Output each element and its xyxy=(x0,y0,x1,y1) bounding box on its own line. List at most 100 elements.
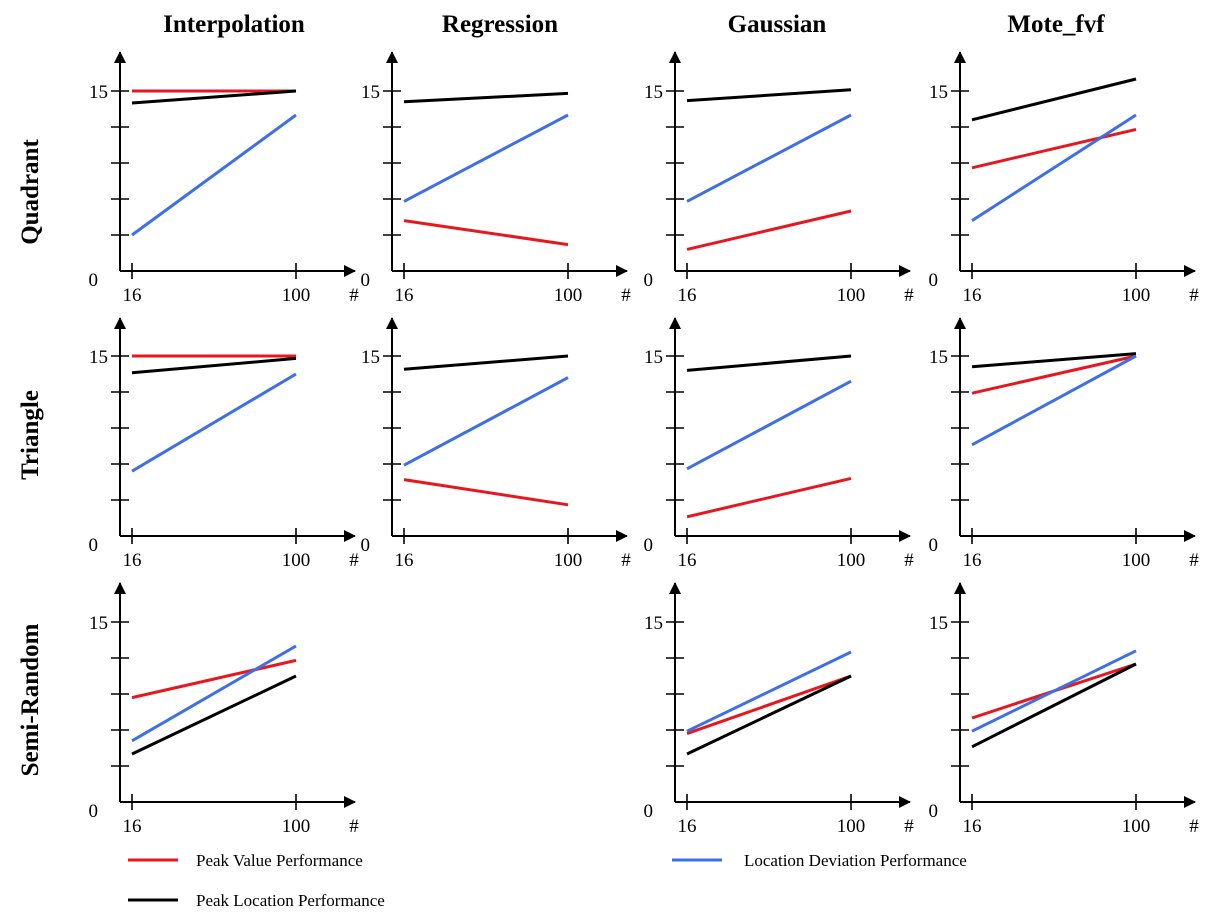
x-unit-label: # xyxy=(349,550,359,571)
legend-label-location-deviation: Location Deviation Performance xyxy=(744,851,967,870)
series-line-peak-location-performance xyxy=(131,674,297,756)
legend: Peak Value Performance Peak Location Per… xyxy=(128,851,967,910)
row-header-triangle: Triangle xyxy=(17,390,44,480)
x-tick-label-16: 16 xyxy=(395,285,414,306)
panel-semi-random-interpolation: 15 0 16 100 # xyxy=(89,582,359,837)
x-unit-label: # xyxy=(1189,816,1199,837)
x-tick-label-16: 16 xyxy=(123,816,142,837)
x-tick-label-16: 16 xyxy=(963,816,982,837)
x-unit-label: # xyxy=(621,285,631,306)
x-tick-label-100: 100 xyxy=(1122,816,1151,837)
x-unit-label: # xyxy=(904,285,914,306)
panel-triangle-mote-fvf: 15 0 16 100 # xyxy=(929,317,1199,571)
series-line-peak-location-performance xyxy=(971,352,1137,369)
series-line-location-deviation-performance xyxy=(686,650,852,733)
y-tick-label-0: 0 xyxy=(644,801,654,822)
x-tick-label-16: 16 xyxy=(395,550,414,571)
column-header-regression: Regression xyxy=(442,11,558,38)
series-line-peak-value-performance xyxy=(686,209,852,251)
panel-triangle-regression: 15 0 16 100 # xyxy=(361,317,631,571)
x-tick-label-16: 16 xyxy=(678,816,697,837)
y-tick-label-15: 15 xyxy=(929,347,948,368)
series-line-peak-location-performance xyxy=(971,662,1137,749)
series-line-location-deviation-performance xyxy=(686,379,852,471)
series-line-peak-location-performance xyxy=(971,77,1137,122)
y-tick-label-0: 0 xyxy=(929,535,939,556)
y-tick-label-15: 15 xyxy=(929,613,948,634)
y-tick-label-15: 15 xyxy=(929,82,948,103)
column-header-mote-fvf: Mote_fvf xyxy=(1007,11,1105,38)
series-line-peak-location-performance xyxy=(686,674,852,756)
x-tick-label-100: 100 xyxy=(837,816,866,837)
panel-semi-random-gaussian: 15 0 16 100 # xyxy=(644,582,914,837)
x-tick-label-16: 16 xyxy=(678,285,697,306)
y-tick-label-15: 15 xyxy=(644,347,663,368)
x-unit-label: # xyxy=(349,285,359,306)
column-header-interpolation: Interpolation xyxy=(163,11,305,38)
x-tick-label-100: 100 xyxy=(1122,550,1151,571)
x-unit-label: # xyxy=(349,816,359,837)
x-tick-label-16: 16 xyxy=(123,285,142,306)
series-line-peak-location-performance xyxy=(403,91,569,104)
panel-quadrant-mote-fvf: 15 0 16 100 # xyxy=(929,51,1199,306)
y-tick-label-0: 0 xyxy=(89,535,99,556)
x-unit-label: # xyxy=(904,550,914,571)
x-tick-label-100: 100 xyxy=(282,550,311,571)
y-tick-label-0: 0 xyxy=(929,270,939,291)
series-line-peak-value-performance xyxy=(971,127,1137,170)
y-tick-label-0: 0 xyxy=(361,270,371,291)
panel-triangle-interpolation: 15 0 16 100 # xyxy=(89,317,359,571)
x-tick-label-100: 100 xyxy=(282,816,311,837)
x-unit-label: # xyxy=(1189,550,1199,571)
x-tick-label-100: 100 xyxy=(554,285,583,306)
x-tick-label-100: 100 xyxy=(554,550,583,571)
legend-label-peak-location: Peak Location Performance xyxy=(196,891,385,910)
series-line-location-deviation-performance xyxy=(131,644,297,743)
y-tick-label-0: 0 xyxy=(89,801,99,822)
x-unit-label: # xyxy=(1189,285,1199,306)
series-line-peak-value-performance xyxy=(403,219,569,247)
x-tick-label-100: 100 xyxy=(837,550,866,571)
series-line-peak-value-performance xyxy=(686,674,852,736)
panel-semi-random-mote-fvf: 15 0 16 100 # xyxy=(929,582,1199,837)
panel-quadrant-interpolation: 15 0 16 100 # xyxy=(89,51,359,306)
y-tick-label-15: 15 xyxy=(644,613,663,634)
x-tick-label-16: 16 xyxy=(678,550,697,571)
y-tick-label-15: 15 xyxy=(89,347,108,368)
series-line-location-deviation-performance xyxy=(131,113,297,237)
x-tick-label-16: 16 xyxy=(963,550,982,571)
x-unit-label: # xyxy=(621,550,631,571)
series-line-peak-value-performance xyxy=(403,478,569,507)
y-tick-label-15: 15 xyxy=(89,613,108,634)
series-line-peak-value-performance xyxy=(971,354,1137,395)
x-tick-label-100: 100 xyxy=(1122,285,1151,306)
series-line-location-deviation-performance xyxy=(403,113,569,203)
y-tick-label-0: 0 xyxy=(644,270,654,291)
series-line-location-deviation-performance xyxy=(971,354,1137,447)
panel-quadrant-regression: 15 0 16 100 # xyxy=(361,51,631,306)
x-tick-label-16: 16 xyxy=(123,550,142,571)
series-line-peak-location-performance xyxy=(686,88,852,103)
series-line-peak-location-performance xyxy=(403,354,569,371)
series-line-peak-location-performance xyxy=(131,89,297,105)
row-header-semi-random: Semi-Random xyxy=(17,623,44,776)
y-tick-label-15: 15 xyxy=(89,82,108,103)
x-tick-label-100: 100 xyxy=(282,285,311,306)
series-line-location-deviation-performance xyxy=(686,113,852,203)
y-tick-label-15: 15 xyxy=(361,347,380,368)
row-header-quadrant: Quadrant xyxy=(17,139,44,245)
y-tick-label-0: 0 xyxy=(89,270,99,291)
x-unit-label: # xyxy=(904,816,914,837)
panel-quadrant-gaussian: 15 0 16 100 # xyxy=(644,51,914,306)
x-tick-label-16: 16 xyxy=(963,285,982,306)
y-tick-label-15: 15 xyxy=(361,82,380,103)
y-tick-label-0: 0 xyxy=(929,801,939,822)
legend-label-peak-value: Peak Value Performance xyxy=(196,851,363,870)
series-line-peak-value-performance xyxy=(131,658,297,700)
series-line-peak-location-performance xyxy=(131,356,297,375)
y-tick-label-0: 0 xyxy=(361,535,371,556)
series-line-peak-value-performance xyxy=(686,476,852,519)
series-line-location-deviation-performance xyxy=(971,113,1137,222)
